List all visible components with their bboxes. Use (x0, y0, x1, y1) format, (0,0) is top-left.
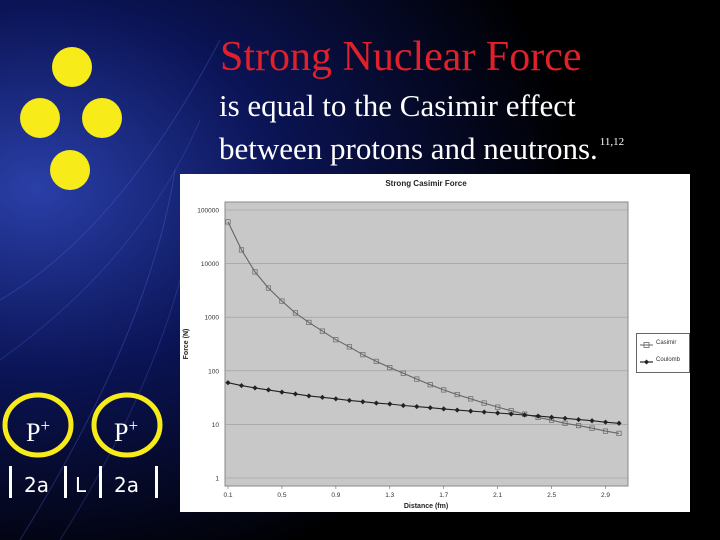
data-point-coulomb (575, 416, 582, 423)
data-point-casimir (414, 376, 420, 382)
data-point-casimir (292, 310, 298, 316)
x-tick-label: 1.7 (439, 492, 448, 499)
data-point-coulomb (400, 402, 406, 409)
plot-area (224, 201, 629, 487)
x-tick-label: 2.9 (601, 492, 610, 499)
data-point-casimir (265, 285, 271, 291)
data-point-coulomb (279, 389, 285, 395)
data-point-casimir (454, 392, 460, 398)
x-tick-label: 0.1 (223, 492, 232, 499)
boundary-line (9, 466, 12, 498)
subtitle-line-2: between protons and neutrons. (219, 131, 598, 166)
data-point-casimir (495, 404, 501, 410)
nucleon-circle-right (82, 98, 122, 138)
series-layer (225, 219, 622, 436)
data-point-coulomb (225, 380, 231, 386)
y-tick-label: 100 (208, 368, 219, 375)
grid-lines (225, 209, 628, 489)
data-point-casimir (589, 425, 595, 431)
data-point-casimir (319, 328, 325, 334)
slide-title: Strong Nuclear Force (220, 34, 582, 80)
casimir-force-chart: 100000 10000 1000 100 10 1 0.1 0.5 0.9 1.3 1.7 2.1 2… (183, 179, 629, 510)
nucleon-circle-top (52, 47, 92, 87)
data-point-casimir (225, 219, 231, 225)
data-point-casimir (441, 387, 447, 393)
gap-label-middle: L (75, 473, 87, 497)
data-point-coulomb (522, 412, 528, 418)
data-point-casimir (562, 420, 568, 426)
data-point-coulomb (495, 410, 501, 416)
x-tick-label: 2.1 (493, 492, 502, 499)
data-point-coulomb (387, 401, 393, 407)
data-point-coulomb (508, 411, 514, 417)
data-point-coulomb (589, 418, 595, 424)
data-point-coulomb (414, 403, 420, 410)
data-point-casimir (427, 382, 433, 388)
data-point-casimir (238, 247, 245, 253)
data-point-casimir (400, 370, 406, 376)
data-point-casimir (481, 400, 487, 406)
data-point-coulomb (252, 385, 258, 391)
x-tick-label: 2.5 (547, 492, 556, 499)
data-point-coulomb (454, 407, 460, 413)
x-axis-label: Distance (fm) (404, 503, 448, 510)
subtitle-line-1: is equal to the Casimir effect (219, 88, 576, 123)
legend-item-casimir: Casimir (656, 340, 677, 346)
boundary-line (155, 466, 158, 498)
x-tick-label: 0.9 (331, 492, 340, 499)
footnote-reference: 11,12 (599, 136, 625, 148)
data-point-casimir (279, 298, 285, 304)
data-point-casimir (602, 428, 609, 434)
data-point-casimir (387, 364, 393, 371)
gap-label-left: 2a (24, 473, 49, 497)
proton-label-right: P+ (114, 416, 139, 447)
x-tick-label: 0.5 (277, 492, 286, 499)
nucleon-circle-bottom (50, 150, 90, 190)
y-tick-label: 1000 (205, 315, 220, 322)
data-point-casimir (333, 337, 339, 343)
y-tick-label: 1 (215, 476, 219, 483)
data-point-casimir (306, 319, 312, 325)
data-point-coulomb (548, 414, 555, 420)
chart-legend: Casimir Coulomb (636, 333, 690, 373)
boundary-line (99, 466, 102, 498)
y-tick-label: 10000 (201, 261, 219, 268)
data-point-casimir (252, 269, 258, 275)
chart-panel: 100000 10000 1000 100 10 1 0.1 0.5 0.9 1.3 1.7 2.1 2… (180, 174, 690, 512)
proton-label-left: P+ (26, 416, 51, 447)
proton-ring-right (91, 392, 163, 458)
x-tick-label: 1.3 (385, 492, 394, 499)
boundary-line (64, 466, 67, 498)
y-tick-label: 100000 (197, 208, 219, 215)
data-point-coulomb (535, 413, 541, 419)
y-axis-label: Force (N) (183, 329, 190, 360)
chart-title: Strong Casimir Force (385, 179, 467, 188)
y-tick-label: 10 (212, 422, 220, 429)
nucleon-circle-left (20, 98, 60, 138)
data-point-casimir (576, 423, 582, 429)
tick-labels: 100000 10000 1000 100 10 1 0.1 0.5 0.9 1.3 1.7 2.1 2… (197, 208, 610, 500)
slide-subtitle: is equal to the Casimir effect between p… (219, 88, 624, 167)
data-point-coulomb (468, 408, 474, 414)
gap-label-right: 2a (114, 473, 139, 497)
legend-item-coulomb: Coulomb (656, 357, 681, 363)
proton-ring-left (2, 392, 74, 458)
data-point-casimir (616, 430, 622, 436)
data-point-coulomb (333, 396, 339, 402)
data-point-casimir (468, 396, 474, 402)
data-point-casimir (346, 344, 352, 350)
data-point-casimir (360, 352, 366, 358)
data-point-casimir (373, 358, 379, 364)
data-point-coulomb (306, 393, 312, 399)
